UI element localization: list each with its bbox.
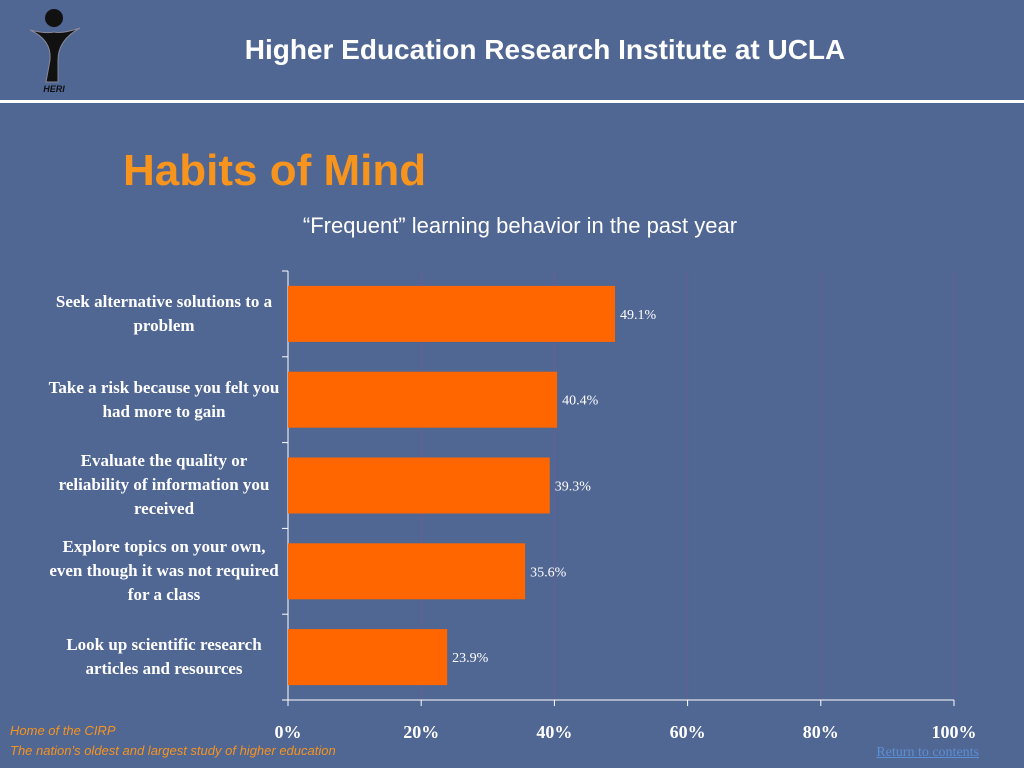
footer-line: Home of the CIRP <box>10 723 116 738</box>
bar <box>288 285 616 342</box>
chart-title: Habits of Mind <box>123 146 427 195</box>
chart-subtitle: “Frequent” learning behavior in the past… <box>302 213 738 238</box>
logo-text: HERI <box>43 84 65 94</box>
x-tick-label: 0% <box>275 722 302 742</box>
bar <box>288 629 448 686</box>
y-tick-label: Explore topics on your own, even though … <box>49 537 279 605</box>
bar <box>288 371 558 428</box>
x-tick-label: 60% <box>670 722 706 742</box>
y-tick-label: Look up scientific research articles and… <box>66 635 262 679</box>
bar <box>288 457 550 514</box>
x-tick-label: 80% <box>803 722 839 742</box>
y-tick-label: Take a risk because you felt you had mor… <box>48 377 280 421</box>
header-title: Higher Education Research Institute at U… <box>244 34 846 65</box>
y-tick-label: Seek alternative solutions to a problem <box>55 291 273 335</box>
value-label: 23.9% <box>452 651 489 666</box>
x-tick-label: 100% <box>932 722 977 742</box>
x-tick-label: 20% <box>403 722 439 742</box>
value-label: 39.3% <box>555 480 592 495</box>
value-label: 35.6% <box>530 565 567 580</box>
bar <box>288 543 526 600</box>
return-link[interactable]: Return to contents <box>876 745 979 760</box>
logo: HERI <box>29 9 81 94</box>
y-tick-label: Evaluate the quality or reliability of i… <box>58 451 270 519</box>
value-label: 40.4% <box>562 394 599 409</box>
value-label: 49.1% <box>620 308 657 323</box>
header-rule <box>0 100 1024 103</box>
footer-line: The nation’s oldest and largest study of… <box>10 743 336 758</box>
x-tick-label: 40% <box>536 722 572 742</box>
